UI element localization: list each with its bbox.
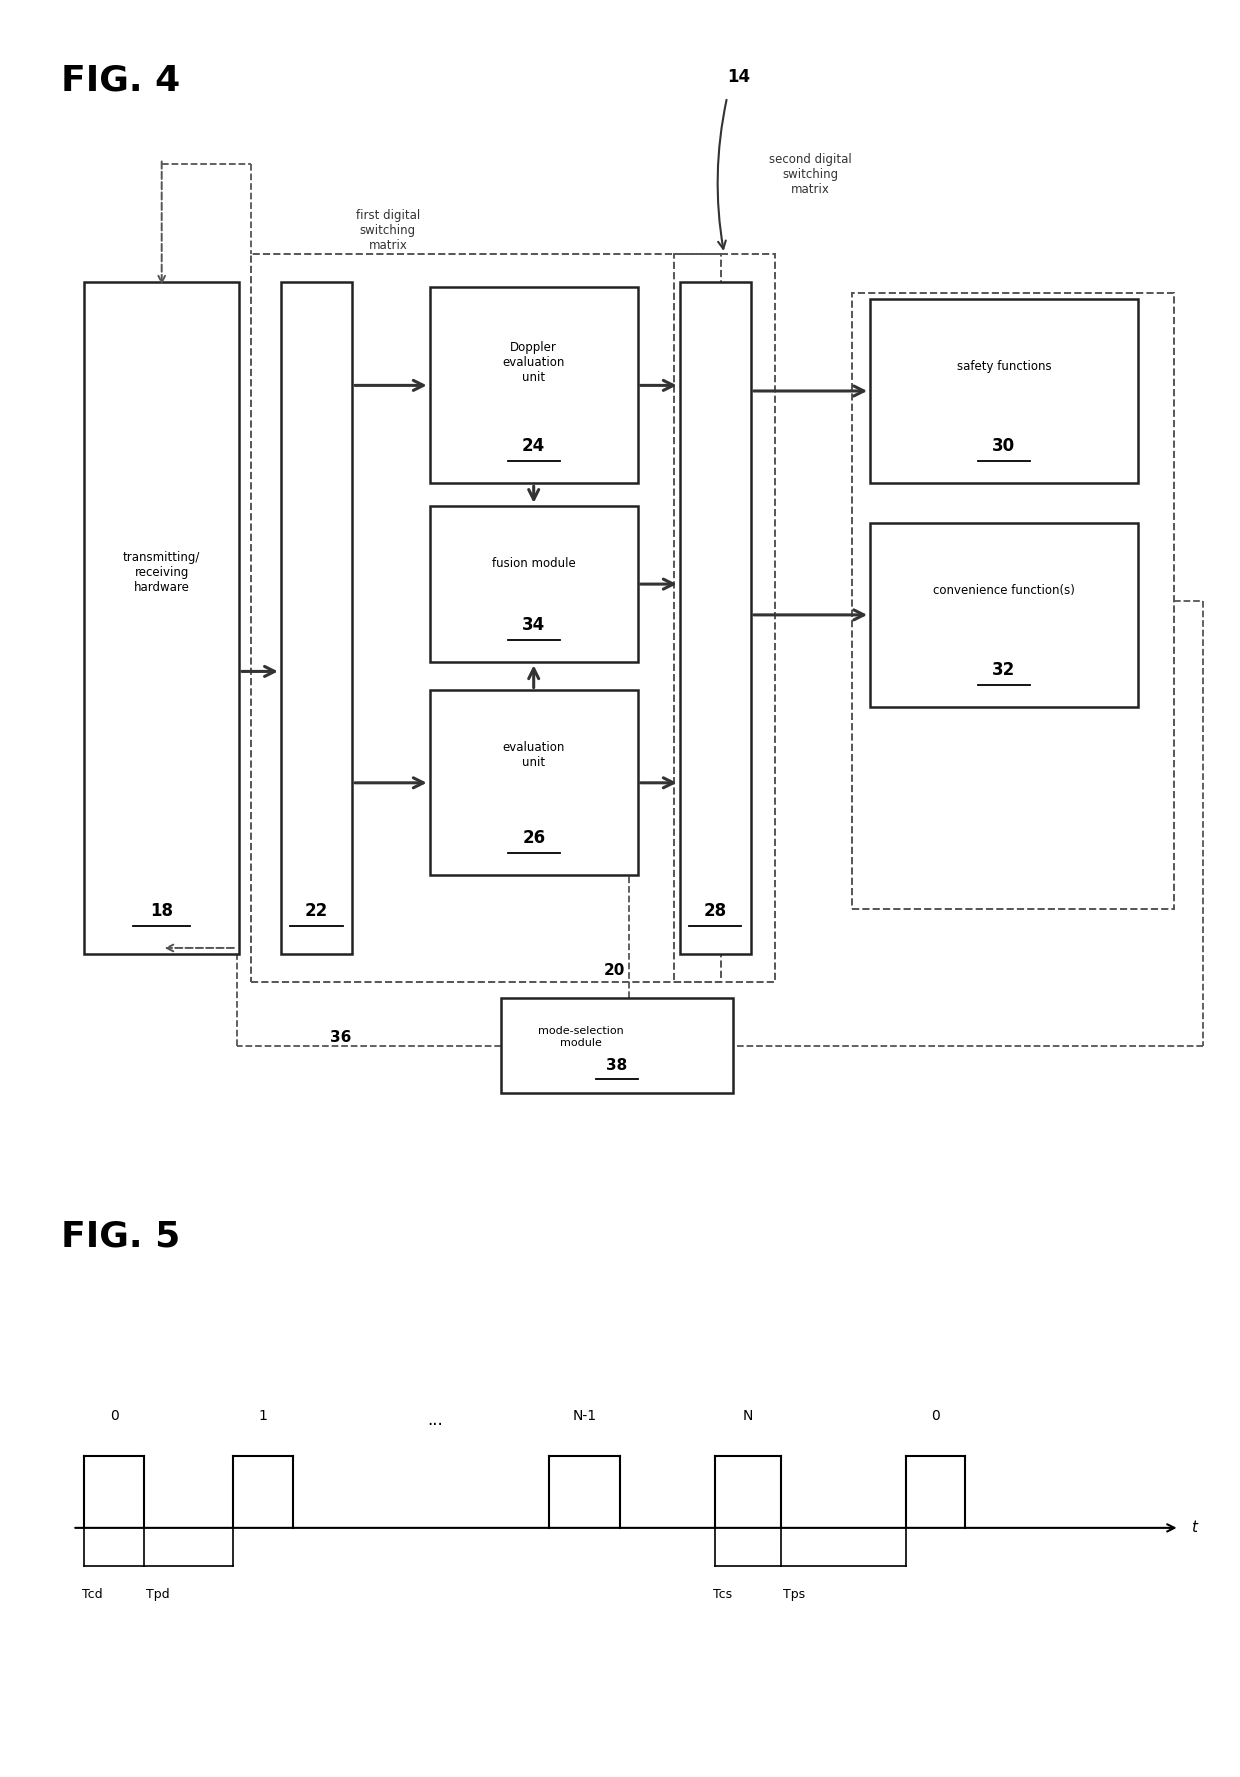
Bar — [84, 283, 239, 954]
Text: N: N — [743, 1409, 753, 1423]
Bar — [250, 254, 722, 981]
Text: safety functions: safety functions — [956, 361, 1052, 373]
Text: convenience function(s): convenience function(s) — [932, 585, 1075, 597]
Bar — [852, 293, 1173, 908]
Bar — [280, 283, 352, 954]
Bar — [673, 254, 775, 981]
Text: 14: 14 — [728, 68, 750, 85]
Text: evaluation
unit: evaluation unit — [502, 741, 565, 769]
Text: transmitting/
receiving
hardware: transmitting/ receiving hardware — [123, 551, 201, 594]
Bar — [429, 691, 637, 874]
Text: FIG. 5: FIG. 5 — [61, 1219, 180, 1253]
Text: 32: 32 — [992, 661, 1016, 679]
Text: Tcs: Tcs — [713, 1589, 732, 1601]
Text: FIG. 4: FIG. 4 — [61, 64, 180, 98]
Text: first digital
switching
matrix: first digital switching matrix — [356, 210, 420, 252]
Text: 20: 20 — [604, 963, 625, 977]
Text: 26: 26 — [522, 830, 546, 848]
Text: t: t — [1192, 1521, 1198, 1535]
Text: fusion module: fusion module — [492, 558, 575, 570]
Bar — [870, 522, 1138, 707]
Text: Tps: Tps — [784, 1589, 805, 1601]
Text: 38: 38 — [606, 1059, 627, 1073]
Text: mode-selection
module: mode-selection module — [538, 1025, 624, 1048]
Text: N-1: N-1 — [572, 1409, 596, 1423]
Bar — [501, 999, 733, 1093]
Bar — [870, 299, 1138, 483]
Text: 34: 34 — [522, 617, 546, 634]
Text: 30: 30 — [992, 437, 1016, 455]
Text: Tpd: Tpd — [146, 1589, 170, 1601]
Text: 1: 1 — [258, 1409, 268, 1423]
Text: Doppler
evaluation
unit: Doppler evaluation unit — [502, 341, 565, 384]
Text: 18: 18 — [150, 903, 174, 920]
Text: 24: 24 — [522, 437, 546, 455]
Bar — [680, 283, 751, 954]
Text: second digital
switching
matrix: second digital switching matrix — [769, 153, 852, 195]
Text: 0: 0 — [931, 1409, 940, 1423]
Bar — [429, 506, 637, 663]
Bar — [429, 288, 637, 483]
Text: Tcd: Tcd — [82, 1589, 103, 1601]
Text: 0: 0 — [109, 1409, 119, 1423]
Text: 22: 22 — [305, 903, 329, 920]
Text: 28: 28 — [703, 903, 727, 920]
Text: 36: 36 — [330, 1031, 351, 1045]
Text: ...: ... — [428, 1411, 444, 1429]
